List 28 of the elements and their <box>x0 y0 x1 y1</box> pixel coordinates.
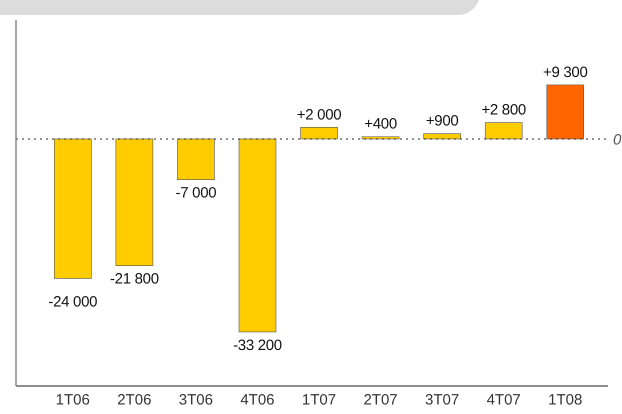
data-label: +9 300 <box>543 64 588 81</box>
bar <box>484 122 522 140</box>
data-label: -33 200 <box>233 336 282 354</box>
data-label: -7 000 <box>176 184 216 202</box>
data-label: +400 <box>364 116 397 133</box>
x-tick-label: 3T06 <box>178 392 213 409</box>
ref-line-label: 0 <box>613 131 622 148</box>
data-label: +2 800 <box>481 102 526 119</box>
data-label: -24 000 <box>48 293 98 310</box>
bar <box>177 138 215 180</box>
bar <box>423 133 461 140</box>
bar <box>362 136 400 140</box>
bar <box>546 84 584 140</box>
bar <box>300 127 338 140</box>
data-label: -21 800 <box>110 270 159 288</box>
bar <box>54 138 92 279</box>
data-label: +2 000 <box>296 106 342 124</box>
x-tick-label: 4T07 <box>486 392 521 409</box>
x-tick-label: 3T07 <box>425 392 460 409</box>
bar <box>116 138 154 266</box>
x-tick-label: 4T06 <box>240 392 275 409</box>
x-tick-label: 1T07 <box>302 392 336 409</box>
x-tick-label: 2T06 <box>117 392 152 409</box>
x-tick-label: 1T06 <box>56 392 90 409</box>
data-label: +900 <box>426 112 458 130</box>
x-tick-label: 2T07 <box>363 392 398 409</box>
x-tick-label: 1T08 <box>548 392 582 409</box>
bar <box>238 138 276 332</box>
